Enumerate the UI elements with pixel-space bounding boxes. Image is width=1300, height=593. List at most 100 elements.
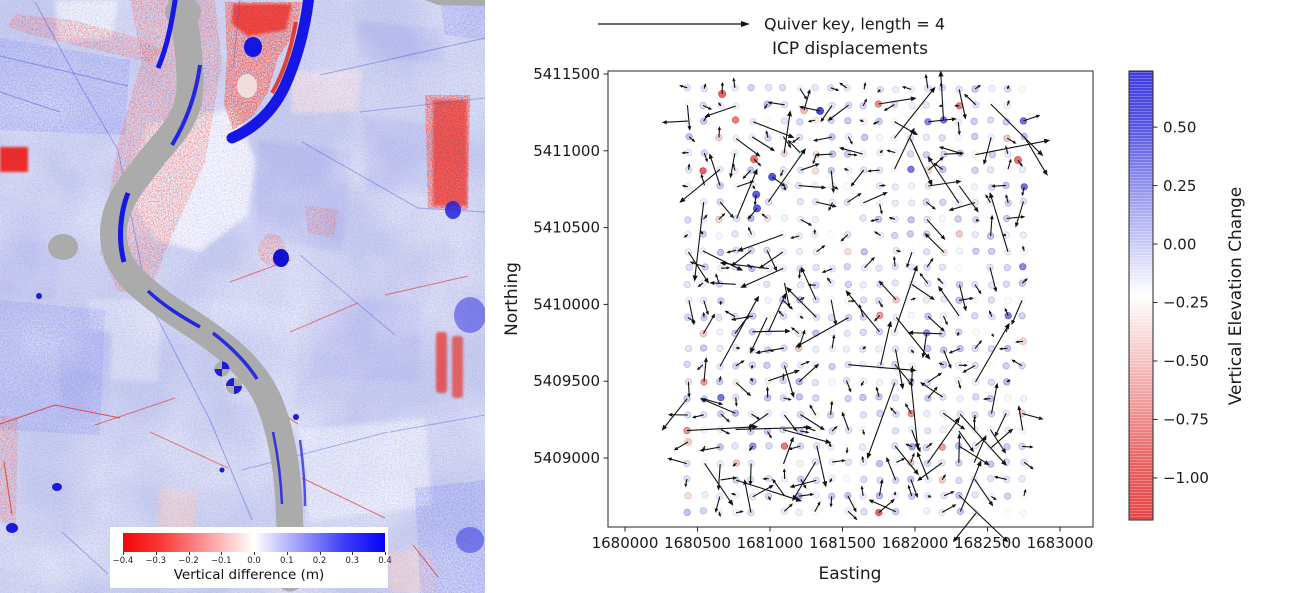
quiver-dot — [1003, 492, 1012, 500]
quiver-dot — [716, 328, 724, 336]
quiver-dot — [1002, 118, 1011, 126]
quiver-arrow — [950, 202, 976, 211]
quiver-arrowhead — [782, 468, 786, 472]
quiver-arrowhead — [798, 105, 804, 110]
quiver-dot — [939, 426, 947, 434]
quiver-arrowhead — [769, 146, 775, 152]
quiver-dot — [987, 378, 995, 386]
quiver-arrowhead — [882, 192, 888, 196]
quiver-dot — [796, 410, 805, 419]
quiver-arrowhead — [937, 372, 943, 377]
quiver-key: Quiver key, length = 4 — [598, 15, 945, 34]
quiver-dot — [796, 118, 804, 126]
quiver-arrowhead — [792, 494, 798, 502]
quiver-arrow — [748, 208, 758, 219]
quiver-dot — [780, 442, 789, 450]
quiver-dot — [1004, 509, 1012, 517]
quiver-arrow — [704, 462, 733, 504]
quiver-arrowhead — [740, 510, 744, 514]
x-tick-label: 1681500 — [809, 534, 876, 552]
quiver-arrowhead — [829, 503, 833, 508]
quiver-arrowhead — [829, 479, 833, 483]
quiver-arrowhead — [969, 296, 974, 301]
quiver-arrowhead — [719, 301, 723, 306]
quiver-dot — [1002, 362, 1010, 370]
colorbar-tick-label: −0.75 — [1163, 411, 1209, 429]
quiver-arrowhead — [720, 81, 724, 86]
map-colorbar-tick — [352, 552, 354, 555]
quiver-dot — [1018, 85, 1026, 93]
quiver-arrowhead — [850, 182, 855, 187]
quiver-arrow — [927, 419, 959, 464]
quiver-arrowhead — [862, 431, 865, 436]
quiver-arrowhead — [748, 447, 753, 452]
quiver-dot — [699, 507, 708, 515]
quiver-dot — [844, 491, 852, 500]
quiver-arrowhead — [768, 434, 772, 439]
quiver-dot — [939, 198, 947, 206]
quiver-arrowhead — [993, 287, 998, 293]
quiver-arrow — [681, 168, 721, 202]
quiver-arrowhead — [805, 430, 810, 434]
quiver-arrowhead — [826, 277, 831, 281]
quiver-arrowhead — [684, 483, 688, 488]
quiver-arrowhead — [973, 417, 977, 421]
quiver-arrowhead — [866, 452, 872, 459]
quiver-arrowhead — [877, 89, 881, 93]
quiver-dot — [828, 362, 836, 371]
quiver-arrow — [701, 446, 721, 451]
map-colorbar: −0.4 −0.3 −0.2 −0.1 0.0 0.1 0.2 0.3 0.4 Vertical… — [110, 527, 392, 588]
quiver-arrowhead — [786, 286, 792, 293]
quiver-dot — [972, 393, 980, 401]
quiver-arrow — [878, 97, 914, 105]
quiver-arrow — [736, 170, 757, 219]
quiver-dot — [1019, 231, 1027, 239]
quiver-arrowhead — [687, 163, 691, 167]
quiver-arrow — [830, 402, 833, 416]
quiver-arrow — [917, 453, 929, 480]
plot-border — [607, 70, 1094, 528]
quiver-arrowhead — [991, 333, 995, 338]
quiver-arrowhead — [704, 158, 708, 163]
quiver-arrow — [720, 477, 736, 481]
quiver-arrowhead — [892, 255, 896, 260]
quiver-arrow — [702, 398, 736, 414]
quiver-dot — [891, 394, 900, 402]
quiver-arrowhead — [801, 297, 805, 301]
quiver-arrowhead — [962, 306, 967, 312]
quiver-arrow — [847, 193, 861, 203]
quiver-dot — [922, 296, 930, 304]
quiver-arrowhead — [917, 476, 923, 481]
quiver-arrowhead — [1007, 379, 1011, 383]
quiver-arrowhead — [861, 455, 865, 460]
quiver-arrow — [958, 284, 967, 310]
quiver-arrow — [864, 257, 874, 269]
quiver-dot — [843, 182, 851, 190]
quiver-arrowhead — [843, 168, 848, 171]
quiver-arrow — [688, 300, 695, 324]
quiver-arrowhead — [930, 257, 934, 262]
quiver-dot — [891, 378, 899, 387]
quiver-arrowhead — [840, 237, 845, 242]
quiver-arrowhead — [937, 277, 941, 282]
quiver-dot — [955, 476, 963, 485]
quiver-dot — [938, 134, 946, 142]
quiver-arrow — [943, 152, 962, 155]
quiver-arrowhead — [1002, 233, 1006, 237]
map-solid-red-patches — [0, 4, 467, 398]
quiver-arrow — [783, 113, 791, 154]
quiver-dot — [987, 492, 995, 500]
quiver-arrow — [847, 495, 856, 511]
quiver-arrow — [801, 268, 817, 301]
quiver-arrowhead — [732, 463, 736, 467]
quiver-dot — [908, 101, 916, 110]
quiver-arrowhead — [729, 173, 734, 179]
quiver-arrowhead — [938, 362, 942, 366]
quiver-arrowhead — [964, 363, 968, 367]
quiver-arrowhead — [952, 504, 957, 508]
quiver-arrow — [893, 88, 935, 139]
quiver-arrowhead — [957, 433, 962, 439]
quiver-dot — [922, 101, 930, 109]
quiver-arrowhead — [933, 163, 938, 167]
quiver-arrow — [928, 180, 959, 187]
